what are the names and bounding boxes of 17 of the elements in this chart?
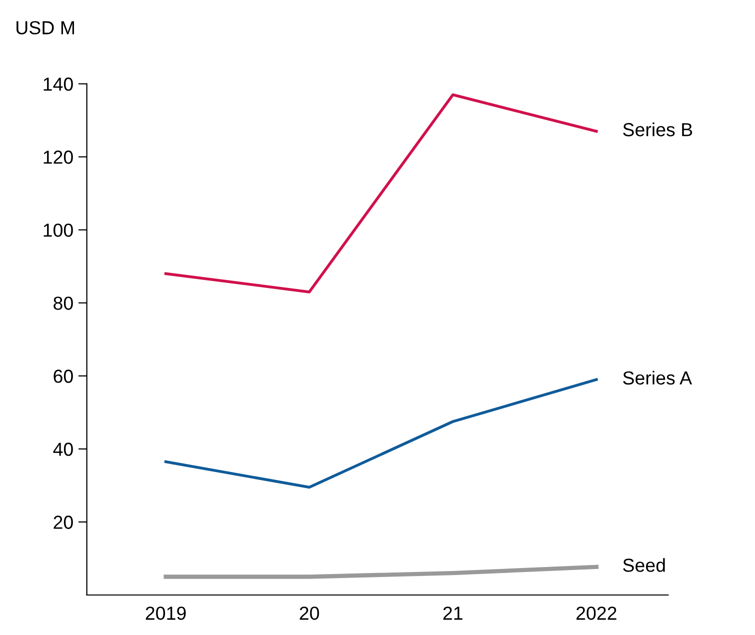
- y-tick-label: 60: [54, 370, 73, 383]
- y-tick-label: 120: [44, 150, 73, 164]
- x-tick-label: 2019: [146, 606, 186, 620]
- x-tick-label: 21: [443, 606, 462, 620]
- x-tick-label: 2022: [576, 606, 616, 620]
- x-tick-label: 20: [300, 606, 320, 620]
- line-series: [164, 93, 598, 294]
- series-label: Seed: [623, 558, 665, 572]
- y-axis-title: USD M: [16, 21, 74, 34]
- y-tick-label: 140: [44, 78, 73, 91]
- line-series: [164, 378, 598, 489]
- y-tick-label: 40: [53, 442, 73, 456]
- y-tick-label: 20: [54, 516, 73, 529]
- series-label: Series A: [623, 370, 692, 385]
- y-tick-label: 80: [54, 296, 73, 310]
- series-label: Series B: [623, 122, 692, 136]
- y-tick-label: 100: [44, 224, 73, 237]
